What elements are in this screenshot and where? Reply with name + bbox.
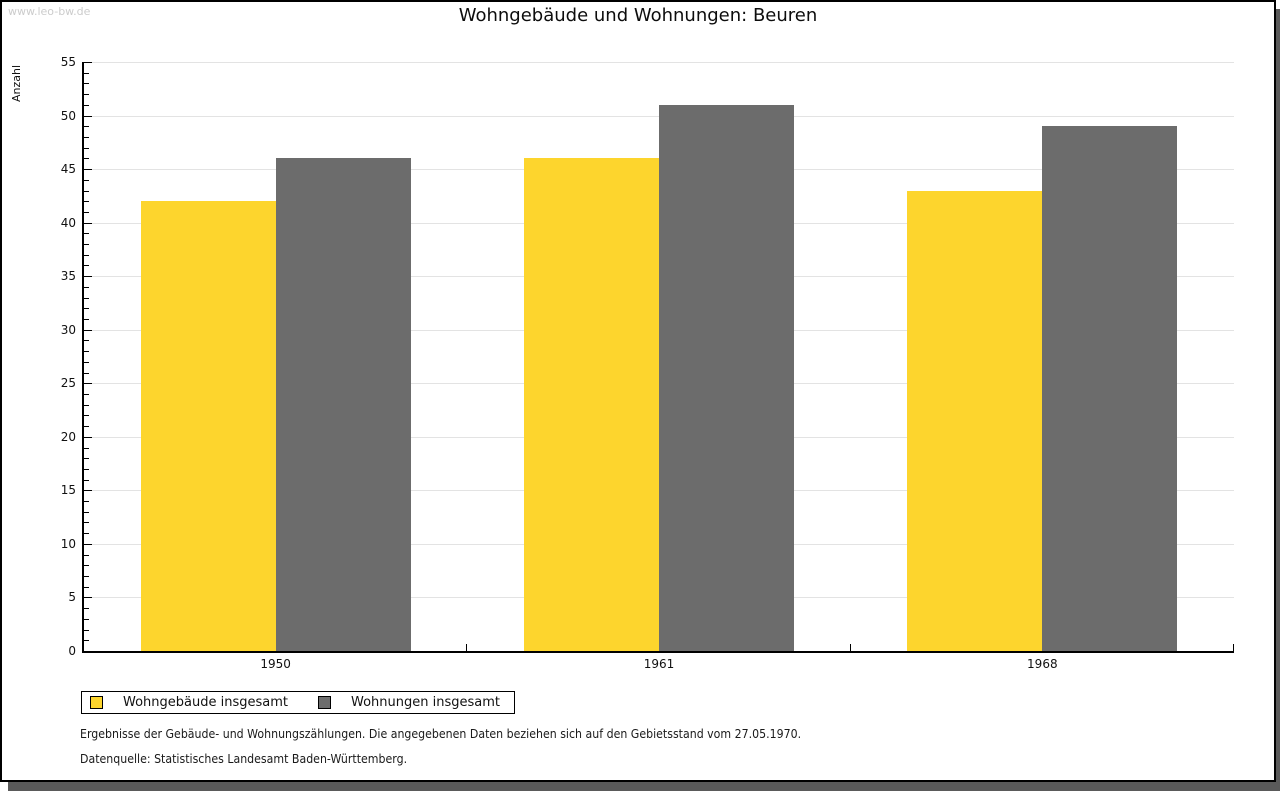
x-tick: [1233, 644, 1234, 651]
bar-wohngebaeude-1961: [524, 158, 659, 651]
x-axis-tick-labels: 1950 1961 1968: [84, 657, 1234, 673]
y-tick-minor: [84, 286, 89, 288]
y-tick-label: 0: [68, 644, 76, 658]
y-tick-minor: [84, 608, 89, 610]
legend-swatch-wohngebaeude: [90, 696, 103, 709]
y-tick-minor: [84, 522, 89, 524]
y-tick-minor: [84, 340, 89, 342]
y-tick-minor: [84, 586, 89, 588]
footnote-source-note: Ergebnisse der Gebäude- und Wohnungszähl…: [80, 726, 802, 741]
y-tick-label: 40: [60, 215, 76, 230]
y-tick-minor: [84, 468, 89, 470]
y-tick-minor: [84, 576, 89, 578]
legend-swatch-wohnungen: [318, 696, 331, 709]
y-tick-minor: [84, 83, 89, 85]
y-tick-minor: [84, 94, 89, 96]
bar-wohngebaeude-1950: [140, 201, 276, 651]
y-tick-major: [84, 222, 92, 224]
y-tick-minor: [84, 426, 89, 428]
x-tick: [466, 644, 468, 651]
y-tick-major: [84, 597, 92, 599]
y-tick-minor: [84, 147, 89, 149]
y-tick-minor: [84, 351, 89, 353]
y-tick-major: [84, 329, 92, 331]
y-tick-minor: [84, 233, 89, 235]
y-tick-minor: [84, 393, 89, 395]
y-axis-tick-labels: 0 5 10 15 20 25 30 35 40 45 50 55: [40, 55, 76, 658]
bar-wohngebaeude-1968: [907, 190, 1043, 651]
y-tick-label: 5: [68, 590, 76, 605]
x-tick: [849, 644, 851, 651]
y-tick-minor: [84, 179, 89, 181]
y-tick-minor: [84, 211, 89, 213]
y-tick-minor: [84, 565, 89, 567]
y-tick-minor: [84, 319, 89, 321]
y-tick-minor: [84, 415, 89, 417]
x-tick-label: 1950: [260, 657, 291, 671]
footnote-data-source: Datenquelle: Statistisches Landesamt Bad…: [80, 751, 408, 766]
y-tick-major: [84, 543, 92, 545]
y-tick-minor: [84, 511, 89, 513]
y-tick-minor: [84, 190, 89, 192]
y-tick-major: [84, 62, 92, 63]
y-tick-major: [84, 169, 92, 171]
bar-wohnungen-1950: [275, 158, 411, 651]
y-tick-minor: [84, 244, 89, 246]
y-tick-minor: [84, 618, 89, 620]
x-tick-label: 1968: [1027, 657, 1058, 671]
y-tick-minor: [84, 104, 89, 106]
plot-inner: [84, 62, 1234, 651]
y-tick-minor: [84, 479, 89, 481]
plot-area: [82, 62, 1234, 653]
y-tick-minor: [84, 297, 89, 299]
bar-wohnungen-1968: [1042, 126, 1178, 651]
y-tick-minor: [84, 458, 89, 460]
y-tick-minor: [84, 158, 89, 160]
x-tick-label: 1961: [643, 657, 675, 671]
y-tick-minor: [84, 629, 89, 631]
y-tick-major: [84, 490, 92, 492]
y-tick-label: 55: [60, 55, 76, 69]
y-tick-label: 30: [60, 322, 76, 337]
y-tick-minor: [84, 126, 89, 128]
legend: Wohngebäude insgesamt Wohnungen insgesam…: [81, 691, 515, 714]
chart-title: Wohngebäude und Wohnungen: Beuren: [458, 5, 818, 26]
y-tick-label: 10: [60, 536, 76, 551]
y-tick-minor: [84, 201, 89, 203]
y-tick-minor: [84, 501, 89, 503]
legend-item-wohngebaeude: Wohngebäude insgesamt: [90, 695, 288, 710]
y-tick-minor: [84, 308, 89, 310]
y-tick-minor: [84, 254, 89, 256]
legend-label-wohngebaeude: Wohngebäude insgesamt: [123, 695, 288, 710]
y-tick-major: [84, 436, 92, 438]
y-tick-minor: [84, 136, 89, 138]
y-tick-minor: [84, 640, 89, 642]
legend-label-wohnungen: Wohnungen insgesamt: [351, 695, 500, 710]
y-tick-label: 15: [60, 483, 76, 498]
y-tick-minor: [84, 404, 89, 406]
y-tick-minor: [84, 447, 89, 449]
y-tick-label: 35: [60, 269, 76, 284]
y-tick-minor: [84, 72, 89, 74]
y-tick-major: [84, 383, 92, 385]
y-tick-minor: [84, 533, 89, 535]
y-tick-minor: [84, 265, 89, 267]
y-tick-major: [84, 276, 92, 278]
y-tick-label: 50: [60, 108, 76, 123]
y-tick-minor: [84, 372, 89, 374]
y-tick-major: [84, 115, 92, 117]
y-tick-label: 25: [60, 376, 76, 391]
y-tick-label: 45: [60, 162, 76, 177]
watermark: www.leo-bw.de: [8, 5, 91, 18]
y-tick-minor: [84, 361, 89, 363]
y-axis-title: Anzahl: [10, 64, 23, 102]
y-tick-minor: [84, 554, 89, 556]
bar-wohnungen-1961: [659, 104, 794, 651]
gridline: [84, 62, 1234, 63]
y-tick-label: 20: [60, 429, 76, 444]
legend-item-wohnungen: Wohnungen insgesamt: [318, 695, 500, 710]
